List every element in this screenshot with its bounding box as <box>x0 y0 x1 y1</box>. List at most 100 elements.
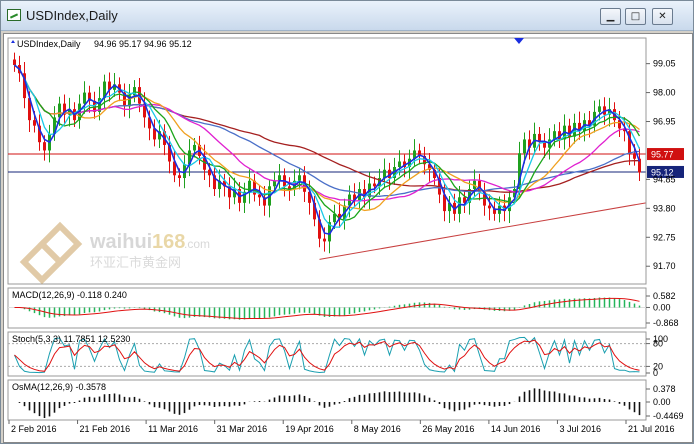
watermark-chinese: 环亚汇市黄金网 <box>90 255 181 270</box>
osma-series <box>18 388 641 418</box>
macd-series <box>8 297 646 320</box>
candle-body <box>338 213 341 220</box>
candle-body <box>158 131 161 140</box>
candle-body <box>143 103 146 118</box>
candle-body <box>598 106 601 112</box>
candle-body <box>388 169 391 179</box>
candle-body <box>123 92 126 107</box>
candle-body <box>448 202 451 212</box>
candle-body <box>618 120 621 129</box>
candle-body <box>403 161 406 167</box>
candle-body <box>383 169 386 179</box>
candle-body <box>103 81 106 99</box>
trend-line <box>319 202 647 260</box>
candle-body <box>98 98 101 112</box>
price-tick-label: 98.00 <box>653 88 676 98</box>
candle-body <box>543 142 546 148</box>
resistance-price-tag <box>647 148 684 161</box>
time-tick-label: 2 Feb 2016 <box>11 424 57 434</box>
stoch-label: Stoch(5,3,3) 11.7851 12.5230 <box>12 334 130 344</box>
candle-body <box>588 120 591 126</box>
candle-body <box>263 197 266 206</box>
candle-body <box>63 103 66 115</box>
candle-body <box>133 87 136 96</box>
resistance-price-label: 95.77 <box>651 150 674 160</box>
ohlc-readout: 94.96 95.17 94.96 95.12 <box>94 39 192 49</box>
stoch-k-line <box>14 336 640 374</box>
chart-canvas[interactable]: waihui 168 .com 环亚汇市黄金网 USDIndex,Daily 9… <box>4 34 692 442</box>
candle-body <box>148 117 151 129</box>
candle-body <box>488 205 491 209</box>
stoch-tick-label: 80 <box>653 339 663 349</box>
candle-body <box>553 131 556 140</box>
candle-body <box>608 109 611 115</box>
time-tick-label: 11 Mar 2016 <box>148 424 198 434</box>
candle-body <box>188 150 191 165</box>
candle-body <box>248 180 251 192</box>
ma-orange-line <box>14 64 640 212</box>
macd-label: MACD(12,26,9) -0.118 0.240 <box>12 290 127 300</box>
current-price-tag <box>647 165 684 178</box>
maximize-button[interactable]: □ <box>625 8 646 25</box>
candle-body <box>318 219 321 239</box>
candle-body <box>173 161 176 176</box>
candle-body <box>493 208 496 214</box>
osma-tick-label: 0.00 <box>653 397 671 407</box>
candle-body <box>168 144 171 162</box>
ma-green-line <box>14 64 641 222</box>
candle-body <box>253 180 256 195</box>
candle-body <box>463 197 466 203</box>
minimize-button[interactable]: ▁ <box>600 8 621 25</box>
candle-body <box>288 186 291 190</box>
candle-body <box>113 84 116 90</box>
time-tick-label: 3 Jul 2016 <box>559 424 601 434</box>
chart-shift-marker[interactable] <box>514 38 524 44</box>
candle-body <box>398 161 401 167</box>
candle-body <box>273 180 276 187</box>
candle-body <box>573 122 576 137</box>
candle-body <box>538 133 541 143</box>
watermark-brand-right: .com <box>184 237 210 251</box>
candle-body <box>353 194 356 201</box>
price-tick-label: 94.85 <box>653 174 676 184</box>
macd-tick-label: -0.868 <box>653 318 679 328</box>
candle-body <box>208 169 211 176</box>
candle-body <box>223 180 226 187</box>
osma-tick-label: -0.4469 <box>653 411 684 421</box>
candle-body <box>633 153 636 159</box>
chart-area[interactable]: waihui 168 .com 环亚汇市黄金网 USDIndex,Daily 9… <box>3 33 693 443</box>
watermark-brand-mid: 168 <box>152 231 185 253</box>
candle-body <box>233 189 236 198</box>
close-button[interactable]: ✕ <box>652 8 673 25</box>
candle-body <box>23 73 26 99</box>
candle-body <box>178 175 181 179</box>
time-tick-label: 21 Feb 2016 <box>80 424 131 434</box>
symbol-label: USDIndex,Daily <box>17 39 81 49</box>
candle-body <box>333 213 336 223</box>
stoch-tick-label: 0 <box>653 368 658 378</box>
time-tick-label: 21 Jul 2016 <box>628 424 675 434</box>
osma-label: OsMA(12,26,9) -0.3578 <box>12 382 106 392</box>
candle-body <box>193 144 196 151</box>
time-tick-label: 19 Apr 2016 <box>285 424 334 434</box>
stoch-tick-label: 20 <box>653 361 663 371</box>
time-tick-label: 31 Mar 2016 <box>217 424 268 434</box>
ma-steel-line <box>14 64 640 197</box>
candle-body <box>443 194 446 212</box>
stoch-d-line <box>14 339 640 372</box>
watermark-brand-left: waihui <box>89 231 152 253</box>
candle-body <box>43 142 46 151</box>
title-bar[interactable]: USDIndex,Daily ▁ □ ✕ <box>1 1 693 31</box>
time-axis: 2 Feb 2016 21 Feb 2016 11 Mar 2016 31 Mar 2… <box>8 420 675 434</box>
candle-body <box>483 191 486 206</box>
current-price-label: 95.12 <box>651 167 674 177</box>
price-tick-label: 92.75 <box>653 232 676 242</box>
candle-body <box>578 122 581 132</box>
chart-icon <box>7 9 21 21</box>
candle-body <box>308 191 311 203</box>
candle-body <box>213 175 216 190</box>
candle-body <box>243 191 246 203</box>
candle-body <box>58 103 61 118</box>
